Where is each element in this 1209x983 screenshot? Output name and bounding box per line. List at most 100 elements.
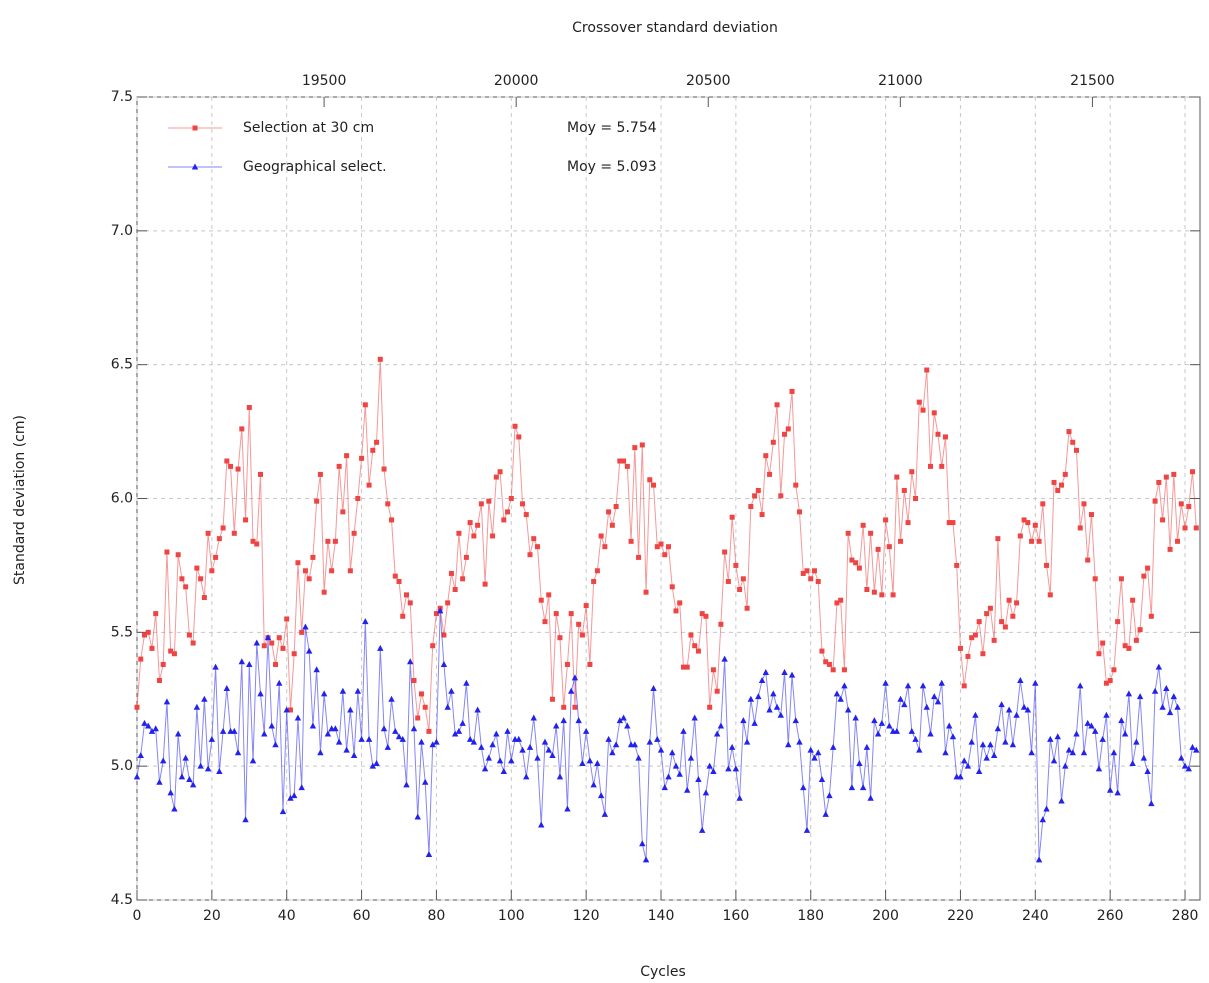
point	[994, 725, 1002, 732]
series-line	[136, 610, 1197, 860]
point	[815, 749, 822, 756]
point	[287, 794, 294, 801]
point	[848, 784, 856, 791]
point	[1159, 703, 1166, 710]
point	[990, 751, 998, 758]
point	[384, 743, 391, 750]
point	[474, 706, 481, 713]
point	[1010, 613, 1016, 619]
point	[204, 765, 212, 772]
point	[934, 698, 942, 705]
point	[669, 749, 676, 756]
x-tick-label: 280	[1172, 908, 1199, 924]
point	[198, 576, 204, 582]
point	[601, 810, 609, 817]
point	[422, 778, 429, 785]
point	[879, 592, 885, 598]
point	[1115, 619, 1121, 625]
point	[1059, 482, 1065, 488]
point	[261, 730, 268, 737]
point	[445, 600, 451, 606]
point	[823, 659, 829, 665]
point	[557, 635, 563, 641]
point	[965, 653, 971, 659]
point	[999, 619, 1005, 625]
point	[733, 562, 739, 568]
x-tick-label: 0	[133, 908, 142, 924]
point	[751, 719, 758, 726]
x-tick-label: 40	[278, 908, 296, 924]
point	[960, 757, 968, 764]
point	[834, 600, 840, 606]
point	[276, 635, 282, 641]
point	[1163, 474, 1169, 480]
point	[1148, 800, 1155, 807]
point	[223, 685, 231, 692]
point	[624, 722, 631, 729]
point	[983, 754, 990, 761]
point	[1111, 667, 1117, 673]
point	[302, 568, 308, 574]
point	[1133, 637, 1139, 643]
point	[898, 538, 904, 544]
point	[526, 743, 534, 750]
point	[980, 651, 986, 657]
point	[489, 741, 496, 748]
point	[788, 671, 796, 678]
point	[583, 603, 589, 609]
point	[280, 645, 286, 651]
point	[868, 530, 874, 536]
point	[294, 714, 302, 721]
point	[1024, 706, 1032, 713]
point	[767, 471, 773, 477]
point	[1189, 743, 1196, 750]
point	[864, 587, 870, 593]
legend-marker	[192, 125, 198, 131]
point	[538, 821, 545, 828]
point	[923, 703, 930, 710]
point	[283, 706, 290, 713]
point	[362, 402, 368, 408]
point	[460, 576, 466, 582]
point	[545, 746, 552, 753]
point	[844, 706, 852, 713]
point	[1040, 501, 1046, 507]
point	[657, 746, 665, 753]
point	[374, 439, 380, 445]
x-tick-label: 220	[947, 908, 974, 924]
point	[1092, 576, 1098, 582]
point	[448, 687, 455, 694]
point	[400, 613, 406, 619]
point	[613, 504, 619, 510]
point	[976, 619, 982, 625]
point	[1155, 663, 1163, 670]
point	[403, 592, 409, 598]
point	[425, 850, 433, 857]
point	[717, 722, 725, 729]
point	[893, 727, 901, 734]
point	[1125, 690, 1133, 697]
point	[134, 704, 140, 710]
point	[436, 607, 444, 614]
point	[395, 733, 403, 740]
point	[635, 754, 642, 761]
point	[335, 738, 343, 745]
point	[332, 538, 338, 544]
point	[269, 640, 275, 646]
point	[778, 493, 784, 499]
point	[242, 816, 249, 823]
point	[246, 660, 253, 667]
point	[849, 557, 855, 563]
point	[385, 501, 391, 507]
point	[148, 727, 156, 734]
point	[1178, 754, 1185, 761]
point	[441, 632, 447, 638]
point	[149, 645, 155, 651]
point	[193, 703, 201, 710]
point	[1047, 592, 1053, 598]
point	[523, 773, 530, 780]
point	[553, 611, 559, 617]
point	[946, 520, 952, 526]
point	[482, 581, 488, 587]
point	[516, 434, 522, 440]
